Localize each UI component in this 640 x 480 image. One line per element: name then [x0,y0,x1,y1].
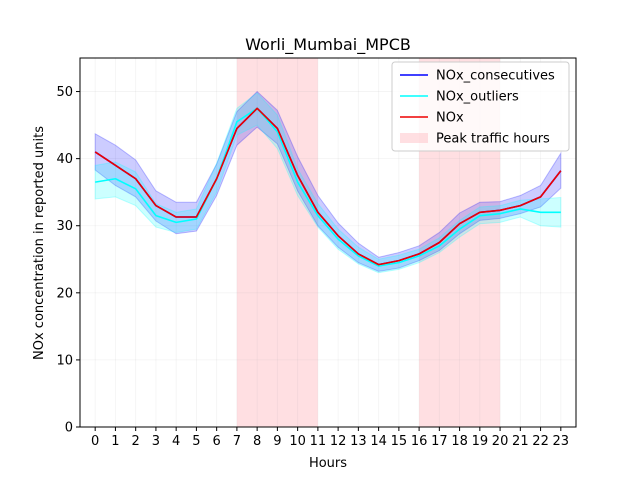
y-tick-label-2: 20 [56,286,73,301]
x-tick-label-12: 12 [330,434,347,449]
chart-title: Worli_Mumbai_MPCB [245,35,411,55]
legend: NOx_consecutives NOx_outliers NOx Peak traf… [391,61,570,152]
plot-frame [79,57,577,428]
x-tick-label-13: 13 [350,434,367,449]
legend-label-nox-outliers: NOx_outliers [436,90,519,105]
x-tick-label-8: 8 [253,434,261,449]
x-tick-label-4: 4 [172,434,180,449]
x-tick-label-20: 20 [492,434,509,449]
peak-traffic-region-1 [236,58,318,427]
y-tick-label-0: 0 [65,421,73,436]
x-tick-label-9: 9 [273,434,281,449]
x-tick-label-1: 1 [111,434,119,449]
legend-swatch-peak-traffic-hours [400,133,428,143]
x-tick-label-10: 10 [289,434,306,449]
legend-label-nox-consecutives: NOx_consecutives [436,69,555,84]
x-tick-label-21: 21 [512,434,529,449]
x-tick-label-11: 11 [310,434,327,449]
x-tick-label-2: 2 [132,434,140,449]
x-tick-label-19: 19 [472,434,489,449]
series-line-nox-outliers [95,107,561,267]
legend-label-peak-traffic-hours: Peak traffic hours [436,132,550,147]
band-nox-consecutives [94,90,562,272]
x-tick-label-6: 6 [213,434,221,449]
x-tick-label-5: 5 [192,434,200,449]
x-tick-label-17: 17 [431,434,448,449]
x-tick-label-3: 3 [152,434,160,449]
legend-box [391,61,570,152]
band-nox-outliers [94,92,562,274]
y-tick-label-1: 10 [56,353,73,368]
y-axis-label: NOx concentration in reported units [32,126,47,360]
x-tick-label-22: 22 [532,434,549,449]
x-tick-label-16: 16 [411,434,428,449]
series-line-nox [94,107,562,266]
x-tick-label-18: 18 [451,434,468,449]
y-tick-label-3: 30 [56,219,73,234]
x-tick-label-14: 14 [370,434,387,449]
x-tick-label-0: 0 [91,434,99,449]
x-axis-label: Hours [309,456,347,471]
y-tick-label-4: 40 [56,152,73,167]
x-tick-label-23: 23 [553,434,570,449]
x-tick-label-7: 7 [233,434,241,449]
y-tick-label-5: 50 [56,85,73,100]
x-tick-label-15: 15 [391,434,408,449]
legend-label-nox: NOx [436,111,464,126]
